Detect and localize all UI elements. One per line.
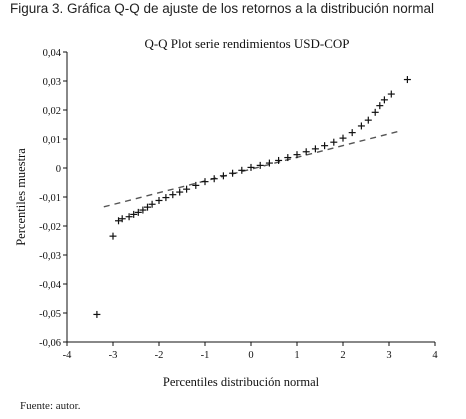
data-point <box>130 210 138 218</box>
data-point <box>380 96 388 104</box>
data-point <box>387 90 395 98</box>
y-tick-label: -0,02 <box>39 222 61 233</box>
data-point <box>311 145 319 153</box>
data-point <box>219 172 227 180</box>
x-tick-label: -4 <box>63 350 72 361</box>
data-point <box>229 169 237 177</box>
x-axis-label: Percentiles distribución normal <box>163 375 320 389</box>
data-point <box>357 122 365 130</box>
axes: -0,06 -0,05 -0,04 -0,03 -0,02 -0,01 0 0,01 0,02 0… <box>39 48 438 361</box>
y-tick-label: 0,04 <box>43 48 62 59</box>
y-axis-label: Percentiles muestra <box>14 148 28 246</box>
reference-line-segment <box>103 130 399 208</box>
data-point <box>403 76 411 84</box>
data-point <box>93 310 101 318</box>
data-point <box>192 181 200 189</box>
y-tick-label: -0,05 <box>39 309 61 320</box>
data-point <box>125 213 133 221</box>
data-point <box>364 116 372 124</box>
x-tick-label: -3 <box>109 350 118 361</box>
data-point <box>256 161 264 169</box>
data-point <box>148 200 156 208</box>
data-point <box>293 151 301 159</box>
source-note: Fuente: autor. <box>20 400 81 412</box>
x-tick-label: 2 <box>340 350 345 361</box>
chart-title: Q-Q Plot serie rendimientos USD-COP <box>144 36 349 51</box>
data-point <box>176 188 184 196</box>
data-point <box>169 191 177 199</box>
data-point <box>247 163 255 171</box>
data-point <box>302 148 310 156</box>
figure-caption: Figura 3. Gráfica Q-Q de ajuste de los r… <box>10 1 434 16</box>
data-point <box>144 203 151 211</box>
data-point <box>284 154 292 162</box>
data-point <box>330 138 338 146</box>
x-tick-label: 1 <box>294 350 299 361</box>
y-tick-label: -0,03 <box>39 251 61 262</box>
data-points <box>93 76 411 318</box>
y-tick-label: 0 <box>56 164 61 175</box>
data-point <box>348 129 356 137</box>
data-point <box>109 232 117 240</box>
data-point <box>321 142 329 150</box>
x-tick-label: 0 <box>248 350 253 361</box>
data-point <box>265 159 273 167</box>
y-tick-label: 0,02 <box>43 106 61 117</box>
data-point <box>275 156 283 164</box>
data-point <box>115 217 123 225</box>
y-tick-label: 0,03 <box>43 77 61 88</box>
y-tick-label: -0,01 <box>39 193 61 204</box>
data-point <box>201 178 209 186</box>
y-tick-label: -0,06 <box>39 338 61 349</box>
data-point <box>118 215 126 223</box>
data-point <box>371 108 379 116</box>
x-tick-label: 4 <box>432 350 438 361</box>
data-point <box>134 208 142 216</box>
data-point <box>155 196 163 204</box>
data-point <box>376 102 384 110</box>
data-point <box>339 134 347 142</box>
y-tick-label: -0,04 <box>39 280 62 291</box>
y-tick-label: 0,01 <box>43 135 61 146</box>
data-point <box>139 206 147 214</box>
data-point <box>162 194 170 202</box>
data-point <box>238 166 246 174</box>
x-tick-label: 3 <box>386 350 391 361</box>
x-tick-label: -2 <box>155 350 164 361</box>
reference-line <box>103 130 399 208</box>
data-point <box>183 185 191 193</box>
x-tick-label: -1 <box>201 350 210 361</box>
data-point <box>210 175 218 183</box>
